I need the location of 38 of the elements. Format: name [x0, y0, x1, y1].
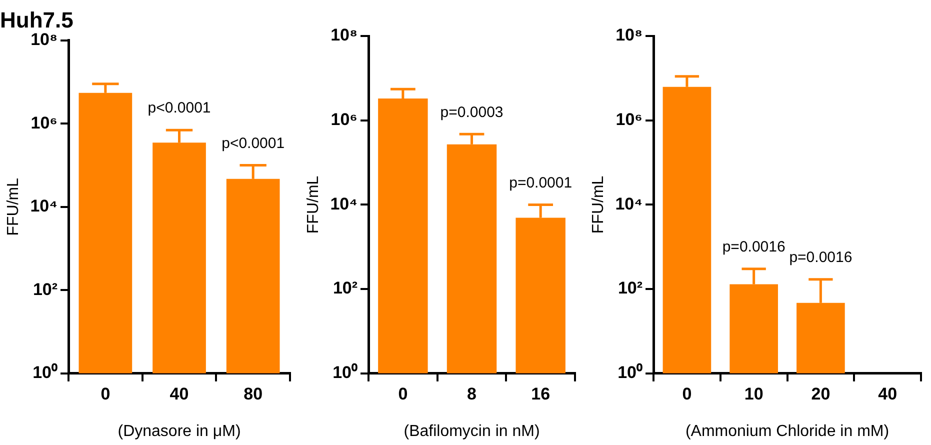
annotation: p=0.0001 — [509, 174, 572, 192]
y-tick-label: 10⁸ — [30, 30, 58, 50]
x-tick-label: 0 — [682, 384, 692, 404]
annotation: p=0.0016 — [722, 238, 786, 256]
x-axis-title: (Dynasore in μM) — [118, 422, 241, 440]
y-tick-label: 10⁸ — [330, 26, 358, 45]
y-tick-label: 10² — [32, 280, 58, 299]
x-axis-title: (Ammonium Chloride in mM) — [685, 422, 890, 440]
y-tick-label: 10⁶ — [30, 113, 58, 132]
x-tick-label: 16 — [531, 384, 550, 404]
x-tick-label: 20 — [811, 384, 830, 404]
annotation: p=0.0003 — [440, 104, 504, 121]
y-tick-label: 10⁴ — [30, 196, 58, 216]
x-tick-label: 0 — [100, 384, 110, 404]
y-tick-label: 10⁰ — [618, 363, 643, 382]
x-tick-label: 0 — [398, 384, 408, 404]
y-tick-label: 10⁰ — [332, 363, 358, 382]
x-tick-label: 40 — [878, 384, 898, 404]
y-tick-label: 10⁴ — [330, 194, 358, 214]
y-axis-title: FFU/mL — [5, 178, 22, 236]
y-axis-title: FFU/mL — [305, 176, 322, 234]
x-tick-label: 10 — [744, 384, 764, 404]
y-tick-label: 10² — [332, 278, 358, 298]
y-tick-label: 10⁶ — [616, 110, 643, 130]
y-axis-title: FFU/mL — [590, 176, 608, 234]
x-tick-label: 80 — [244, 384, 263, 404]
x-axis-title: (Bafilomycin in nM) — [404, 422, 540, 440]
x-tick-label: 40 — [170, 384, 189, 404]
annotation: p=0.0016 — [789, 248, 852, 266]
y-tick-label: 10² — [618, 278, 643, 298]
y-tick-label: 10⁸ — [616, 26, 643, 45]
y-tick-label: 10⁰ — [32, 363, 58, 382]
chart-title: Huh7.5 — [0, 7, 74, 32]
annotation: p<0.0001 — [148, 100, 211, 117]
y-tick-label: 10⁶ — [330, 110, 358, 130]
y-tick-label: 10⁴ — [615, 194, 643, 214]
annotation: p<0.0001 — [222, 134, 285, 152]
x-tick-label: 8 — [467, 384, 476, 404]
